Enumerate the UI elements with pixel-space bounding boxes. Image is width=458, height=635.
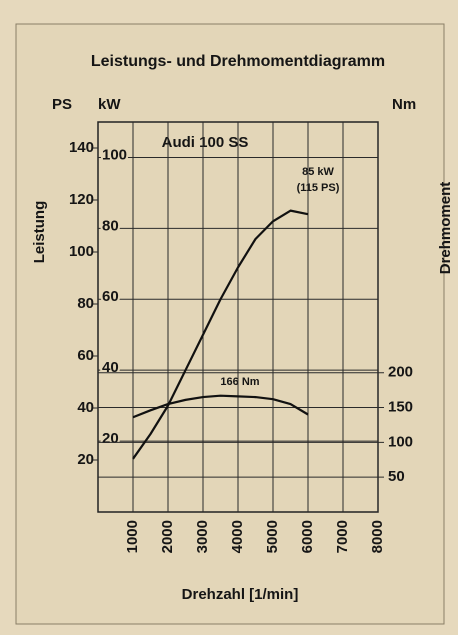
- x-axis-label: Drehzahl [1/min]: [182, 586, 299, 603]
- y-tick-label: 100: [102, 146, 127, 163]
- y3-tick-label: 150: [388, 399, 413, 416]
- x-tick-label: 8000: [369, 520, 386, 553]
- y2-tick-label: 120: [69, 191, 94, 208]
- x-tick-label: 2000: [159, 520, 176, 553]
- y3-unit: Nm: [392, 96, 416, 113]
- y3-axis-label: Drehmoment: [437, 182, 454, 275]
- y2-tick-label: 140: [69, 139, 94, 156]
- y2-tick-label: 60: [77, 347, 94, 364]
- x-tick-label: 3000: [194, 520, 211, 553]
- annotation: 166 Nm: [220, 376, 259, 388]
- x-tick-label: 7000: [334, 520, 351, 553]
- y3-tick-label: 200: [388, 364, 413, 381]
- x-tick-label: 5000: [264, 520, 281, 553]
- y2-unit: PS: [52, 96, 72, 113]
- y2-tick-label: 80: [77, 295, 94, 312]
- y-tick-label: 60: [102, 288, 119, 305]
- y-unit: kW: [98, 96, 121, 113]
- y-tick-label: 20: [102, 430, 119, 447]
- y2-tick-label: 20: [77, 451, 94, 468]
- line-series: [132, 394, 309, 419]
- chart-title: Leistungs- und Drehmomentdiagramm: [91, 53, 385, 70]
- y-tick-label: 40: [102, 359, 119, 376]
- y-tick-label: 80: [102, 217, 119, 234]
- annotation: 85 kW: [302, 166, 334, 178]
- y2-tick-label: 100: [69, 243, 94, 260]
- x-tick-label: 1000: [124, 520, 141, 553]
- line-series: [132, 209, 309, 460]
- annotation: (115 PS): [297, 182, 340, 194]
- y3-tick-label: 100: [388, 433, 413, 450]
- x-tick-label: 4000: [229, 520, 246, 553]
- panel: [15, 23, 445, 625]
- y-axis-label: Leistung: [31, 201, 48, 264]
- x-tick-label: 6000: [299, 520, 316, 553]
- y2-tick-label: 40: [77, 399, 94, 416]
- y3-tick-label: 50: [388, 468, 405, 485]
- chart-subtitle: Audi 100 SS: [162, 134, 249, 151]
